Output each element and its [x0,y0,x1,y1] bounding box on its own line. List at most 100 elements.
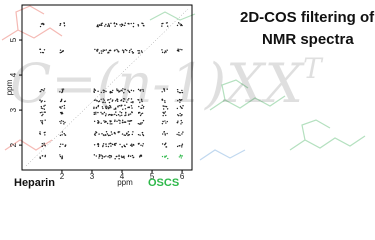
spot [95,155,98,157]
spot [127,154,130,157]
spot [176,114,179,116]
spot [109,121,112,123]
spot [108,154,111,157]
spot [114,120,116,123]
spot [104,25,106,27]
spot [163,51,166,54]
spot [121,114,123,116]
spot [43,111,46,113]
spot [105,145,107,148]
spot [141,104,143,107]
spot [95,111,97,114]
spot [127,89,129,92]
spot [103,156,106,158]
spot [59,106,61,108]
spot [97,121,100,123]
spot [93,90,95,92]
spot [41,120,44,122]
spot [40,51,42,54]
spot [61,134,63,136]
spot [164,111,167,113]
spot [164,120,166,122]
spot [118,90,121,93]
spot [177,48,179,50]
spot [108,25,111,28]
spot [165,114,167,117]
spot [180,24,182,27]
spot [137,122,140,125]
spot [181,49,183,51]
spot [100,154,102,156]
spot [115,111,117,113]
spot [39,133,42,135]
spot [161,133,164,135]
spot [176,145,179,148]
spot [126,143,128,145]
spot [98,133,100,135]
spot [44,154,47,157]
spot [142,143,144,145]
spot [178,131,180,134]
spot [161,22,163,25]
spot [176,133,178,136]
spot [130,48,132,50]
spot [100,111,102,114]
spot [93,107,95,110]
spot [124,49,127,51]
spot [121,156,123,159]
spot [138,52,141,54]
spot [177,90,179,93]
spot [62,50,65,52]
spot [181,121,183,124]
x-tick-label: 5 [150,172,155,181]
spot [41,142,44,145]
spot [120,112,123,114]
spot [161,91,163,93]
formula-text: C=(n-1)XXT [10,52,324,116]
spot [122,51,125,54]
spot [97,26,99,28]
spot [119,143,121,146]
spot [41,155,44,157]
spot [137,49,139,52]
spot [63,25,66,27]
spot [93,111,95,114]
spot [105,143,107,145]
spot [63,100,66,103]
spot [128,91,131,94]
spot [105,155,107,157]
spot [60,51,63,54]
spot [131,51,133,53]
spot [161,155,164,158]
spot [102,145,104,148]
spot [142,119,145,122]
spot [132,156,135,159]
spot [93,144,96,146]
spot [98,154,101,156]
spot [141,131,144,134]
spot [110,91,112,93]
spot [124,22,126,24]
correlation-map [25,8,189,167]
spot [97,24,99,26]
spot [93,99,96,101]
spot [97,90,99,93]
spot [180,155,182,157]
spot [139,114,142,117]
plot-frame [21,4,193,171]
spot [94,134,97,136]
spot [93,106,95,108]
spot [108,101,111,104]
spot [40,89,43,91]
spot [43,144,45,146]
spot [141,22,143,24]
spot [43,88,46,90]
spot [177,49,180,52]
spot [102,50,104,53]
spot [44,155,46,158]
spot [107,23,110,25]
spot [105,113,107,115]
spot [93,113,95,116]
spot [97,104,100,107]
spot [141,145,144,147]
